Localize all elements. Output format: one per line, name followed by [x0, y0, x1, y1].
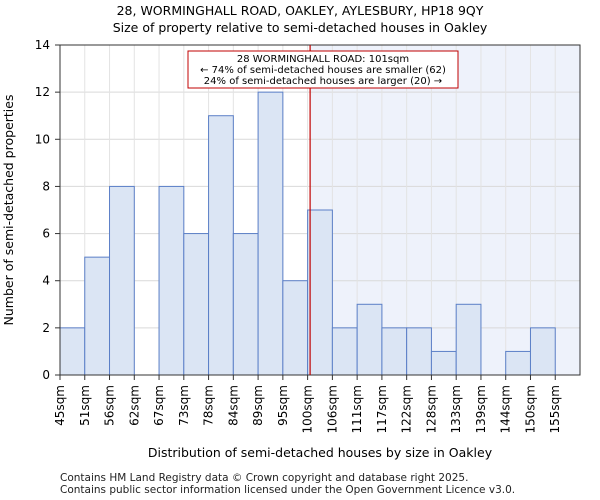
x-tick-label: 106sqm	[325, 385, 339, 433]
x-tick-label: 111sqm	[350, 385, 364, 433]
chart-title-line1: 28, WORMINGHALL ROAD, OAKLEY, AYLESBURY,…	[116, 3, 484, 18]
bar	[356, 303, 383, 376]
x-tick-label: 117sqm	[375, 385, 389, 433]
footer-copyright: Contains HM Land Registry data © Crown c…	[60, 472, 469, 484]
bar	[381, 327, 408, 376]
x-tick-label: 89sqm	[251, 385, 265, 426]
annotation-box	[187, 50, 459, 89]
y-tick-label: 8	[42, 179, 50, 193]
footer-licence: Contains public sector information licen…	[60, 484, 516, 496]
bar	[208, 115, 234, 376]
bar	[529, 327, 556, 376]
bar	[282, 280, 309, 376]
y-tick-label: 14	[35, 38, 50, 52]
y-tick-label: 10	[35, 132, 50, 146]
x-tick-label: 67sqm	[152, 385, 166, 426]
x-tick-label: 78sqm	[202, 385, 216, 426]
x-tick-label: 62sqm	[127, 385, 141, 426]
highlight-region	[310, 45, 580, 375]
x-axis-label: Distribution of semi-detached houses by …	[148, 445, 493, 460]
x-tick-label: 73sqm	[177, 385, 191, 426]
bar	[406, 327, 432, 376]
x-tick-label: 56sqm	[103, 385, 117, 426]
bar	[183, 233, 210, 376]
x-tick-label: 122sqm	[400, 385, 414, 433]
bar	[430, 350, 457, 376]
chart-title-line2: Size of property relative to semi-detach…	[112, 20, 488, 35]
annotation-line2: ← 74% of semi-detached houses are smalle…	[200, 65, 446, 76]
x-tick-label: 84sqm	[226, 385, 240, 426]
bar	[307, 209, 333, 376]
x-tick-label: 139sqm	[474, 385, 488, 433]
annotation-line3: 24% of semi-detached houses are larger (…	[204, 76, 442, 87]
y-tick-label: 2	[42, 321, 50, 335]
bar	[158, 185, 185, 376]
y-tick-label: 0	[42, 368, 50, 382]
plot-frame	[59, 44, 581, 376]
bar	[84, 256, 111, 376]
x-tick-label: 133sqm	[449, 385, 463, 433]
bar	[109, 185, 135, 376]
bar	[257, 91, 284, 376]
x-tick-label: 128sqm	[424, 385, 438, 433]
x-tick-label: 95sqm	[276, 385, 290, 426]
bar	[59, 327, 86, 376]
bar	[455, 303, 482, 376]
x-tick-label: 100sqm	[301, 385, 315, 433]
bar	[232, 233, 259, 376]
y-axis-label: Number of semi-detached properties	[1, 95, 16, 326]
annotation-line1: 28 WORMINGHALL ROAD: 101sqm	[237, 54, 409, 65]
x-tick-label: 45sqm	[53, 385, 67, 426]
x-tick-label: 155sqm	[548, 385, 562, 433]
x-tick-label: 51sqm	[78, 385, 92, 426]
y-tick-label: 4	[42, 274, 50, 288]
x-tick-label: 144sqm	[499, 385, 513, 433]
y-tick-label: 6	[42, 227, 50, 241]
bar	[505, 350, 531, 376]
bar	[331, 327, 358, 376]
y-tick-label: 12	[35, 85, 50, 99]
x-tick-label: 150sqm	[523, 385, 537, 433]
